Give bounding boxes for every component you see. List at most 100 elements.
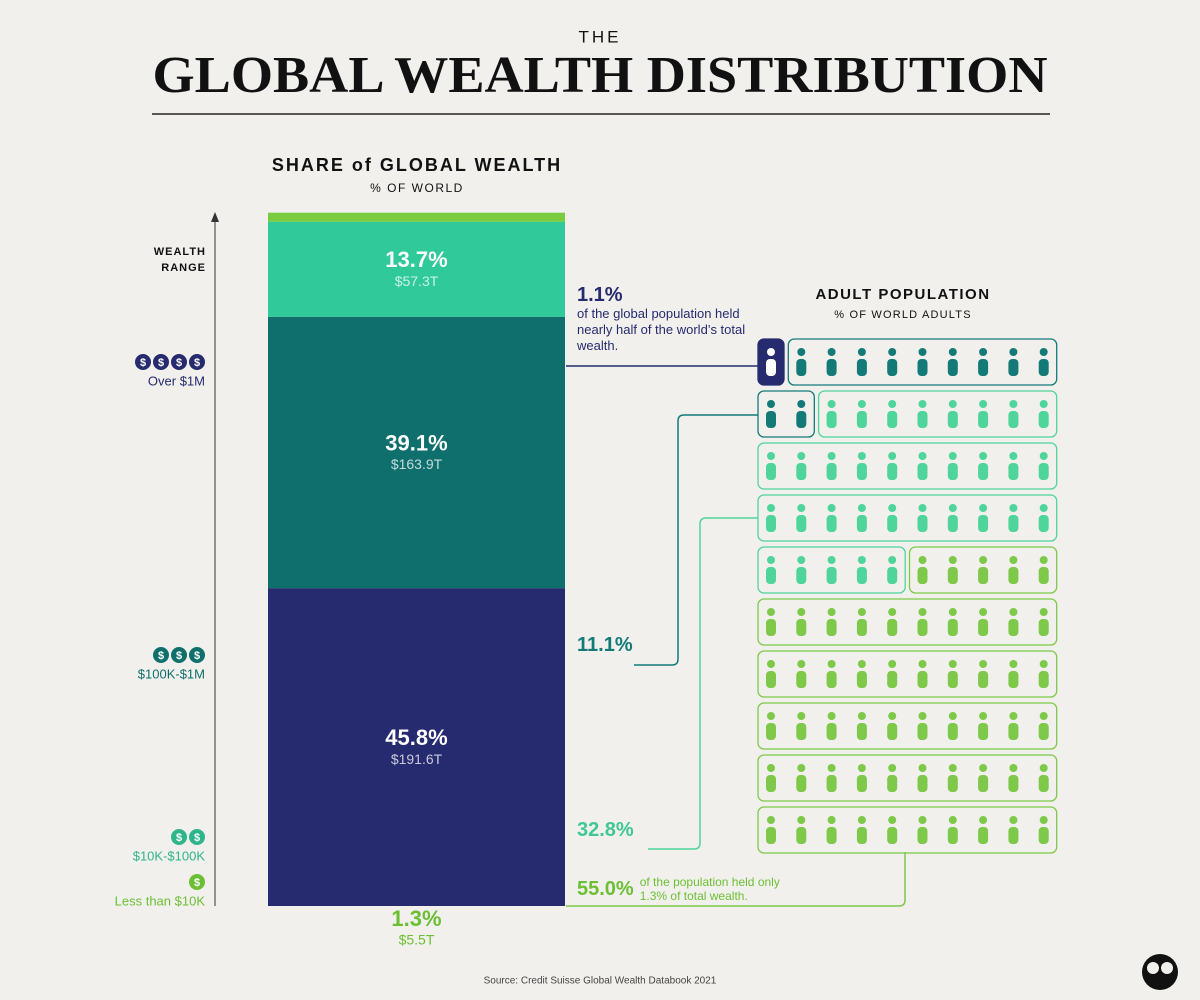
person-head	[948, 660, 957, 668]
person-body	[887, 411, 898, 428]
person-body	[978, 775, 989, 792]
person-head	[797, 452, 806, 460]
group-outline	[757, 442, 1058, 490]
person-body	[917, 515, 928, 532]
person-body	[826, 411, 837, 428]
dollar-icon	[171, 354, 187, 370]
person-head	[888, 400, 897, 408]
person-head	[1039, 400, 1048, 408]
person-head	[1039, 712, 1048, 720]
person-body	[887, 671, 898, 688]
value-label: 1.3%	[391, 906, 441, 931]
person-head	[1009, 712, 1018, 720]
group-outline	[757, 754, 1058, 802]
amount-label: $191.6T	[391, 751, 443, 767]
person-body	[1038, 359, 1049, 376]
person-head	[857, 816, 866, 824]
person-head	[1009, 556, 1018, 564]
kicker: THE	[579, 27, 622, 46]
person-head	[767, 764, 775, 772]
person-body	[1038, 411, 1049, 428]
person-head	[827, 764, 836, 772]
value-label: 55.0%	[577, 878, 634, 900]
person-body	[1038, 723, 1049, 740]
category-label: $100K-$1M	[138, 666, 205, 681]
person-body	[766, 827, 776, 844]
value-label: 45.8%	[385, 725, 447, 750]
person-head	[918, 556, 927, 564]
category-label: $10K-$100K	[133, 848, 206, 863]
person-body	[978, 827, 989, 844]
person-body	[978, 359, 989, 376]
person-head	[948, 504, 957, 512]
person-head	[767, 504, 775, 512]
person-head	[979, 504, 988, 512]
dollar-symbol: $	[140, 357, 146, 369]
person-body	[1038, 619, 1049, 636]
group-outline	[787, 338, 1058, 386]
person-body	[796, 567, 807, 584]
person-head	[797, 608, 806, 616]
person-head	[797, 400, 806, 408]
person-head	[797, 764, 806, 772]
person-body	[887, 515, 898, 532]
person-body	[978, 567, 989, 584]
person-body	[917, 567, 928, 584]
person-body	[826, 515, 837, 532]
person-body	[978, 671, 989, 688]
person-head	[888, 712, 897, 720]
person-head	[888, 660, 897, 668]
person-head	[918, 712, 927, 720]
person-body	[917, 619, 928, 636]
group-outline	[757, 546, 906, 594]
person-body	[887, 619, 898, 636]
person-body	[856, 463, 867, 480]
person-body	[766, 671, 776, 688]
person-body	[978, 723, 989, 740]
dollar-icon	[171, 829, 187, 845]
person-head	[888, 608, 897, 616]
person-head	[918, 660, 927, 668]
dollar-icon	[171, 647, 187, 663]
person-head	[767, 660, 775, 668]
dollar-symbol: $	[176, 650, 182, 662]
person-body	[1008, 411, 1019, 428]
group-outline	[757, 806, 1058, 854]
person-body	[917, 671, 928, 688]
person-body	[947, 411, 958, 428]
person-head	[948, 712, 957, 720]
person-head	[827, 556, 836, 564]
person-body	[766, 359, 776, 376]
person-head	[948, 400, 957, 408]
connector	[634, 414, 758, 666]
bar-segment	[268, 212, 565, 222]
dollar-icon	[189, 874, 205, 890]
person-head	[797, 816, 806, 824]
person-head	[1009, 660, 1018, 668]
person-head	[918, 504, 927, 512]
value-label: 39.1%	[385, 430, 447, 455]
person-head	[918, 764, 927, 772]
person-head	[797, 504, 806, 512]
value-label: 11.1%	[577, 634, 633, 656]
person-head	[1039, 452, 1048, 460]
person-head	[827, 816, 836, 824]
person-body	[796, 411, 807, 428]
person-body	[917, 359, 928, 376]
person-head	[948, 452, 957, 460]
person-body	[856, 619, 867, 636]
person-body	[766, 775, 776, 792]
person-head	[767, 816, 775, 824]
person-head	[857, 608, 866, 616]
person-head	[857, 712, 866, 720]
person-head	[888, 816, 897, 824]
person-head	[948, 764, 957, 772]
person-head	[1039, 660, 1048, 668]
annotation: 55.0% of the population held only 1.3% o…	[577, 875, 810, 903]
person-head	[1009, 764, 1018, 772]
person-body	[796, 671, 807, 688]
person-body	[887, 359, 898, 376]
bar-segment	[268, 221, 565, 317]
person-head	[857, 764, 866, 772]
